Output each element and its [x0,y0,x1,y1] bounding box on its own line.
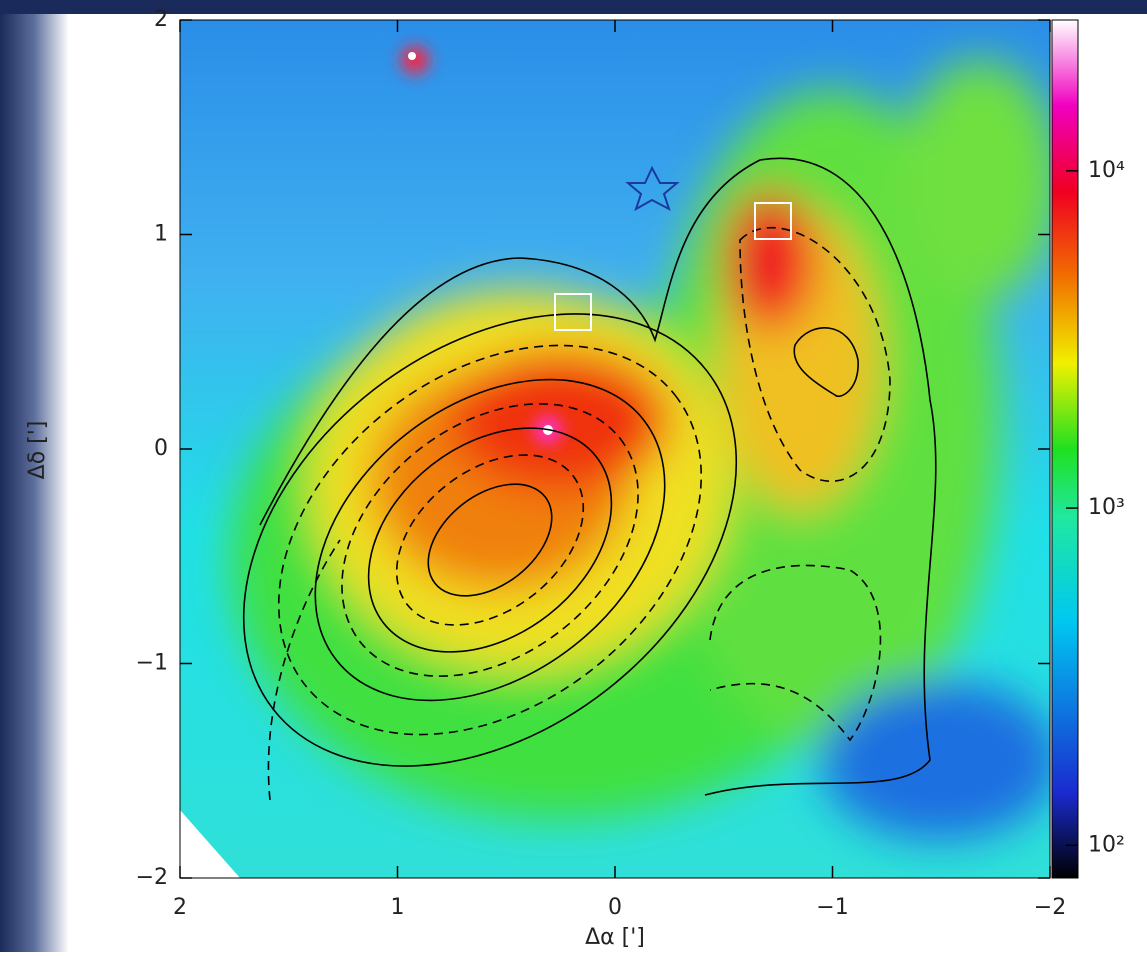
y-tick-label: 2 [154,7,168,32]
colorbar-tick-label: 10⁴ [1088,158,1125,183]
y-tick-label: 1 [154,222,168,247]
y-axis-label: Δδ ['] [25,421,50,480]
x-tick-label: 2 [173,895,187,920]
y-tick-label: −2 [136,865,168,890]
top-band [0,0,1147,14]
y-tick-label: 0 [154,436,168,461]
colorbar [1051,19,1079,879]
x-tick-label: −2 [1034,895,1066,920]
colorbar-tick-label: 10³ [1088,495,1125,520]
x-axis-label: Δα ['] [585,925,645,950]
colorbar-tick-label: 10² [1088,832,1125,857]
map-image [180,20,1050,878]
x-tick-label: 1 [391,895,405,920]
x-tick-label: −1 [816,895,848,920]
x-tick-label: 0 [608,895,622,920]
y-tick-label: −1 [136,651,168,676]
